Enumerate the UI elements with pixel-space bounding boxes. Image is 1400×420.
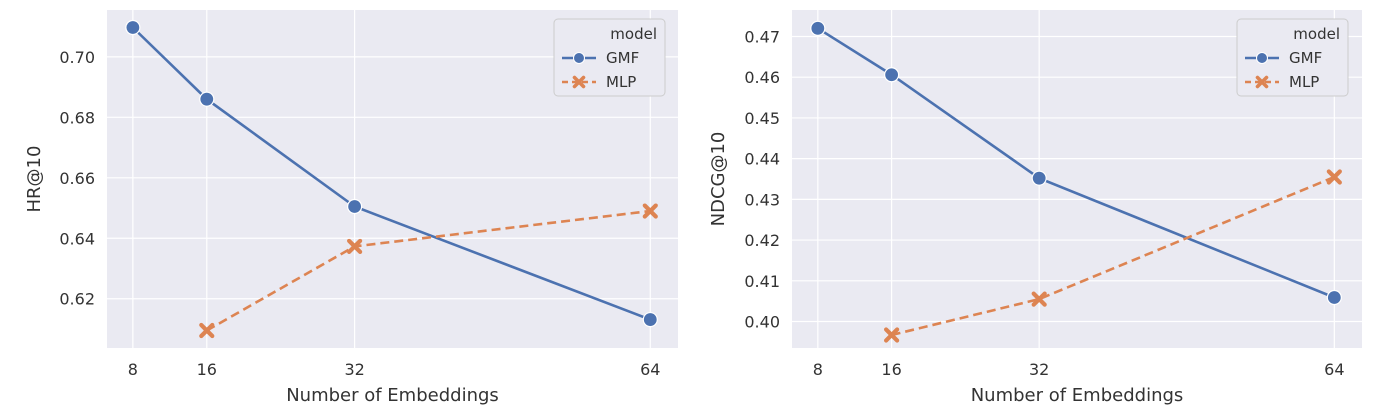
y-tick-label: 0.47 bbox=[744, 27, 780, 46]
x-tick-label: 16 bbox=[197, 360, 217, 379]
y-tick-label: 0.42 bbox=[744, 231, 780, 250]
y-tick-label: 0.68 bbox=[59, 108, 95, 127]
data-point bbox=[199, 91, 215, 107]
y-tick-label: 0.45 bbox=[744, 109, 780, 128]
x-tick-label: 32 bbox=[1029, 360, 1049, 379]
series-mlp bbox=[199, 203, 658, 339]
y-tick-label: 0.66 bbox=[59, 169, 95, 188]
x-tick-label: 32 bbox=[344, 360, 364, 379]
legend-marker bbox=[573, 52, 585, 64]
legend-label: MLP bbox=[606, 73, 636, 91]
series-line bbox=[891, 175, 1335, 337]
legend-label: GMF bbox=[1289, 49, 1322, 67]
data-point bbox=[1031, 170, 1047, 186]
chart-1: 0.62 0.64 0.66 0.68 0.70 8 16 32 64 Number of Emb… bbox=[24, 10, 678, 406]
data-point bbox=[884, 327, 900, 343]
data-point bbox=[1031, 291, 1047, 307]
x-tick-label: 8 bbox=[813, 360, 823, 379]
x-axis-label: Number of Embeddings bbox=[971, 385, 1184, 406]
y-tick-label: 0.62 bbox=[59, 290, 95, 309]
data-point bbox=[125, 19, 141, 36]
data-point bbox=[347, 198, 363, 215]
data-point bbox=[199, 322, 215, 339]
legend-marker bbox=[1256, 52, 1268, 64]
y-axis-label: HR@10 bbox=[24, 146, 45, 213]
data-point bbox=[347, 238, 363, 255]
x-tick-label: 8 bbox=[128, 360, 138, 379]
legend-marker bbox=[572, 75, 586, 89]
data-point bbox=[810, 20, 826, 36]
legend-label: MLP bbox=[1289, 73, 1319, 91]
data-point bbox=[642, 203, 658, 219]
x-tick-label: 64 bbox=[1324, 360, 1344, 379]
legend-title: model bbox=[1293, 25, 1340, 43]
x-tick-label: 16 bbox=[881, 360, 901, 379]
legend-marker bbox=[1255, 75, 1269, 89]
legend-label: GMF bbox=[606, 49, 639, 67]
series-gmf bbox=[125, 19, 658, 328]
data-point bbox=[1326, 169, 1342, 185]
series-mlp bbox=[884, 169, 1342, 343]
series-line bbox=[131, 26, 651, 321]
x-axis-label: Number of Embeddings bbox=[286, 385, 499, 406]
chart-2: 0.40 0.41 0.42 0.43 0.44 0.45 0.46 0.47 8 16 32 64 N… bbox=[708, 10, 1362, 406]
data-point bbox=[642, 311, 658, 328]
data-point bbox=[884, 67, 900, 83]
legend: model GMF MLP bbox=[553, 18, 666, 97]
y-tick-label: 0.40 bbox=[744, 313, 780, 332]
y-tick-label: 0.41 bbox=[744, 272, 780, 291]
y-tick-label: 0.70 bbox=[59, 48, 95, 67]
y-tick-label: 0.46 bbox=[744, 68, 780, 87]
data-point bbox=[1326, 289, 1342, 306]
y-tick-label: 0.43 bbox=[744, 190, 780, 209]
legend-title: model bbox=[610, 25, 657, 43]
legend: model GMF MLP bbox=[1236, 18, 1349, 97]
y-axis-label: NDCG@10 bbox=[708, 132, 729, 227]
y-tick-label: 0.44 bbox=[744, 150, 780, 169]
y-tick-label: 0.64 bbox=[59, 229, 95, 248]
x-tick-label: 64 bbox=[640, 360, 660, 379]
